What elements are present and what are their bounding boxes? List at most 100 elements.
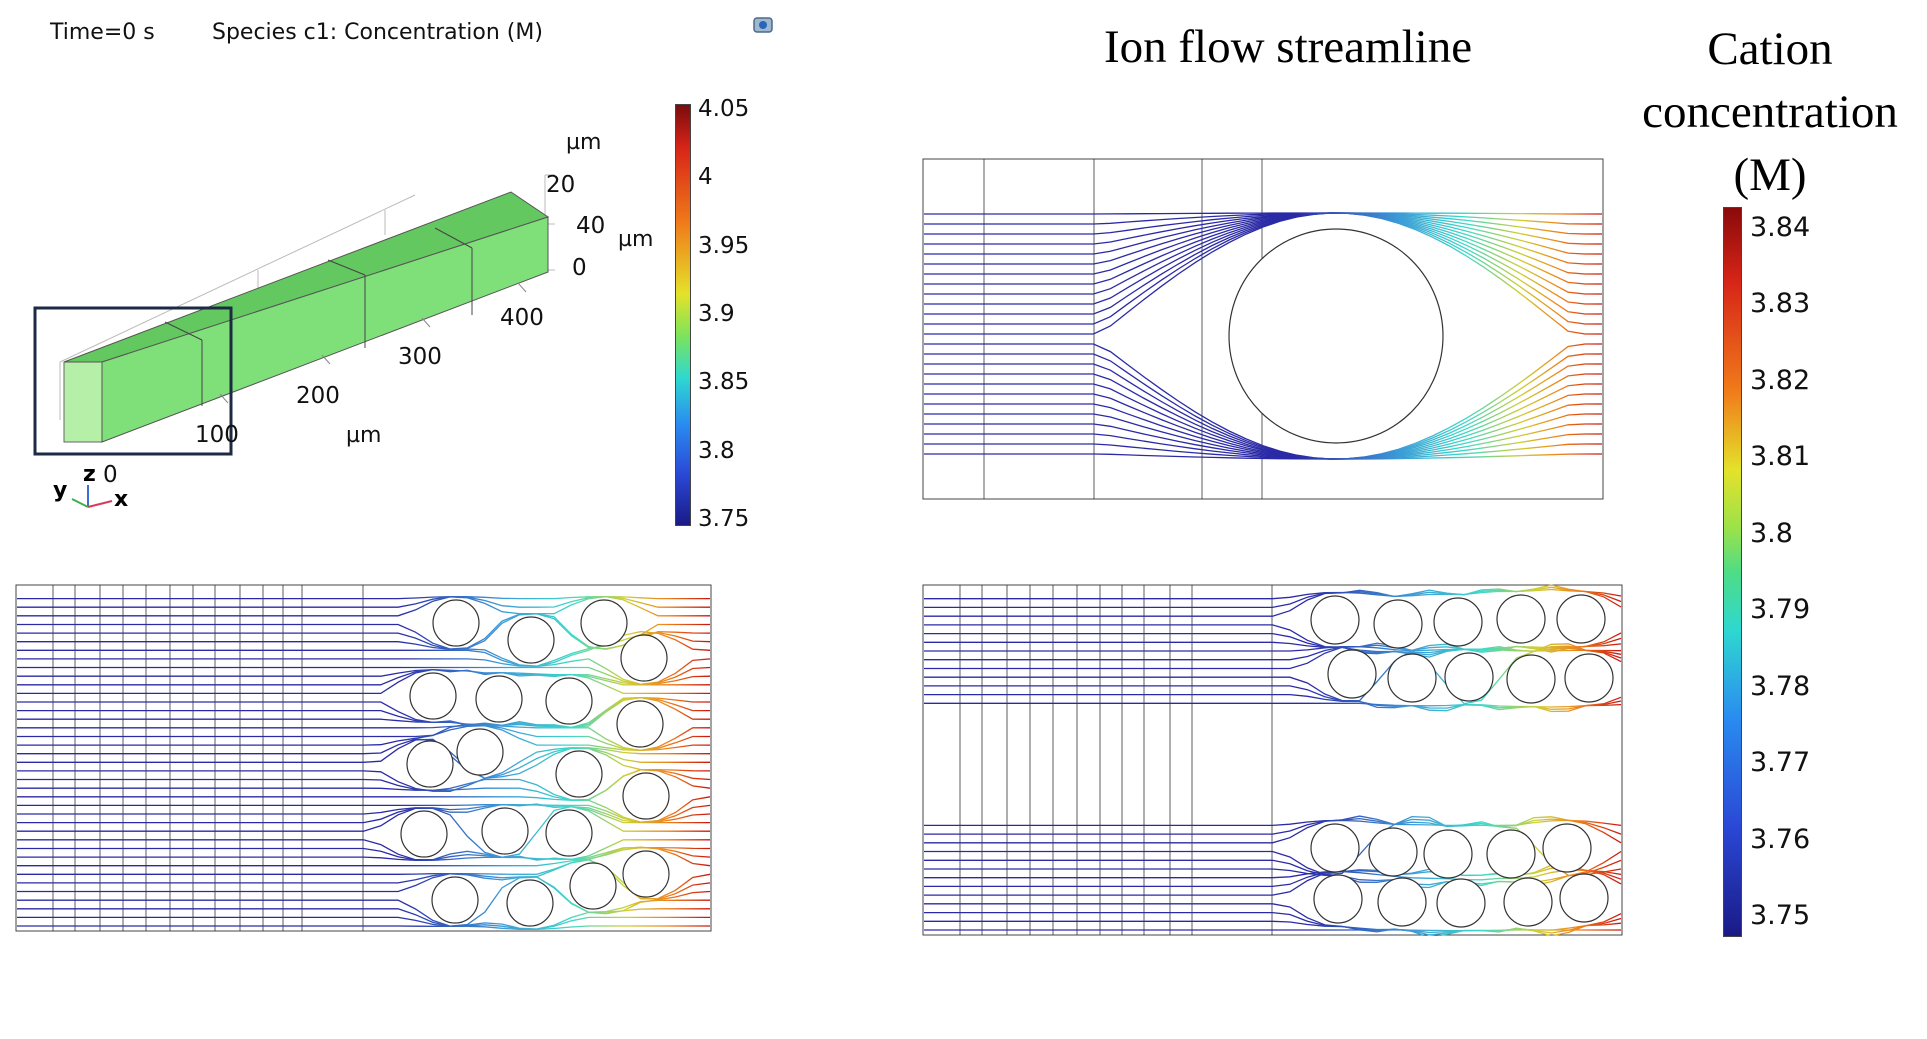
streamline <box>17 595 710 608</box>
pillar <box>569 862 617 910</box>
pillar <box>1542 823 1592 873</box>
streamline <box>17 738 710 779</box>
streamline <box>924 453 1602 460</box>
streamline <box>924 403 1602 460</box>
streamline <box>924 353 1602 460</box>
colorbar-left-tick: 3.95 <box>698 232 750 259</box>
streamline <box>17 696 710 729</box>
species-label: Species c1: Concentration (M) <box>212 20 543 45</box>
streamline <box>17 839 710 861</box>
streamline <box>924 212 1602 265</box>
x-tick-400: 400 <box>500 305 544 331</box>
pillar <box>1436 878 1486 928</box>
streamline <box>924 343 1602 460</box>
cation-title: Cation concentration (M) <box>1620 18 1920 207</box>
pillar <box>406 740 454 788</box>
streamline <box>924 212 1602 235</box>
streamline <box>17 846 711 867</box>
pillar <box>400 810 448 858</box>
streamline <box>17 846 711 861</box>
pillar <box>555 750 603 798</box>
x-tick-300: 300 <box>398 344 442 370</box>
pillar <box>481 807 529 855</box>
pillar <box>1377 877 1427 927</box>
z-axis-unit: µm <box>566 130 602 155</box>
pillar <box>622 772 670 820</box>
streamline <box>924 702 1622 708</box>
streamline <box>924 819 1622 827</box>
colorbar-right <box>1723 207 1742 937</box>
x-axis-unit: µm <box>346 423 382 448</box>
streamline <box>924 413 1602 460</box>
streamline <box>17 908 710 930</box>
pillar <box>1327 649 1377 699</box>
x-tick-200: 200 <box>296 383 340 409</box>
pillar <box>622 850 670 898</box>
streamline <box>924 443 1602 460</box>
colorbar-right-tick: 3.76 <box>1750 823 1811 855</box>
pillar <box>1387 653 1437 703</box>
streamline <box>924 644 1622 661</box>
streamline <box>924 632 1622 656</box>
streamline <box>924 383 1602 460</box>
pillar <box>431 876 479 924</box>
streamline <box>17 796 711 823</box>
streamline <box>17 668 710 695</box>
cation-title-line1: Cation <box>1707 23 1833 75</box>
streamline <box>924 868 1622 886</box>
colorbar-right-tick: 3.77 <box>1750 747 1811 779</box>
camera-icon[interactable] <box>752 14 774 36</box>
streamline <box>924 642 1622 670</box>
streamline <box>17 925 710 931</box>
streamline <box>17 668 710 686</box>
pillar <box>1564 653 1614 703</box>
streamline <box>924 433 1602 460</box>
colorbar-right-tick: 3.84 <box>1750 212 1811 243</box>
streamline <box>17 630 711 667</box>
cation-title-line2: concentration <box>1642 86 1898 138</box>
streamline <box>924 815 1622 877</box>
streamline <box>924 212 1602 225</box>
colorbar-right-tick: 3.79 <box>1750 594 1811 626</box>
pillar <box>1556 594 1606 644</box>
streamline <box>924 212 1602 305</box>
streamline <box>924 869 1622 881</box>
streamline <box>17 725 710 752</box>
pillar <box>1503 877 1553 927</box>
panel-banked-pillars <box>922 584 1623 936</box>
streamline <box>924 685 1622 713</box>
geometry-3d-view <box>33 174 555 456</box>
panel-single-pillar <box>922 158 1604 500</box>
pillar <box>1496 594 1546 644</box>
streamline <box>17 803 711 823</box>
pillar <box>545 809 593 857</box>
colorbar-left-tick: 4.05 <box>698 96 750 122</box>
streamline <box>924 212 1602 335</box>
pillar <box>1373 599 1423 649</box>
streamline <box>924 212 1602 245</box>
streamline <box>17 803 711 823</box>
streamline <box>924 212 1602 215</box>
pillar <box>1228 228 1444 444</box>
streamline-title: Ion flow streamline <box>1104 21 1473 73</box>
streamline <box>924 423 1602 460</box>
streamline <box>924 586 1622 609</box>
streamline <box>17 738 710 779</box>
streamline <box>924 212 1602 285</box>
pillar <box>475 675 523 723</box>
colorbar-left <box>675 104 691 526</box>
pillar <box>507 616 555 664</box>
cation-title-line3: (M) <box>1733 149 1807 201</box>
panel-staggered-pillars <box>15 584 712 932</box>
streamline <box>17 747 711 792</box>
x-tick-100: 100 <box>195 422 239 448</box>
pillar <box>1313 874 1363 924</box>
pillar <box>1310 595 1360 645</box>
streamline <box>924 929 1621 932</box>
streamline <box>924 588 1622 600</box>
pillar <box>1559 873 1609 923</box>
streamline <box>17 724 710 752</box>
streamline <box>17 805 710 858</box>
pillar <box>456 728 504 776</box>
pillar <box>409 672 457 720</box>
